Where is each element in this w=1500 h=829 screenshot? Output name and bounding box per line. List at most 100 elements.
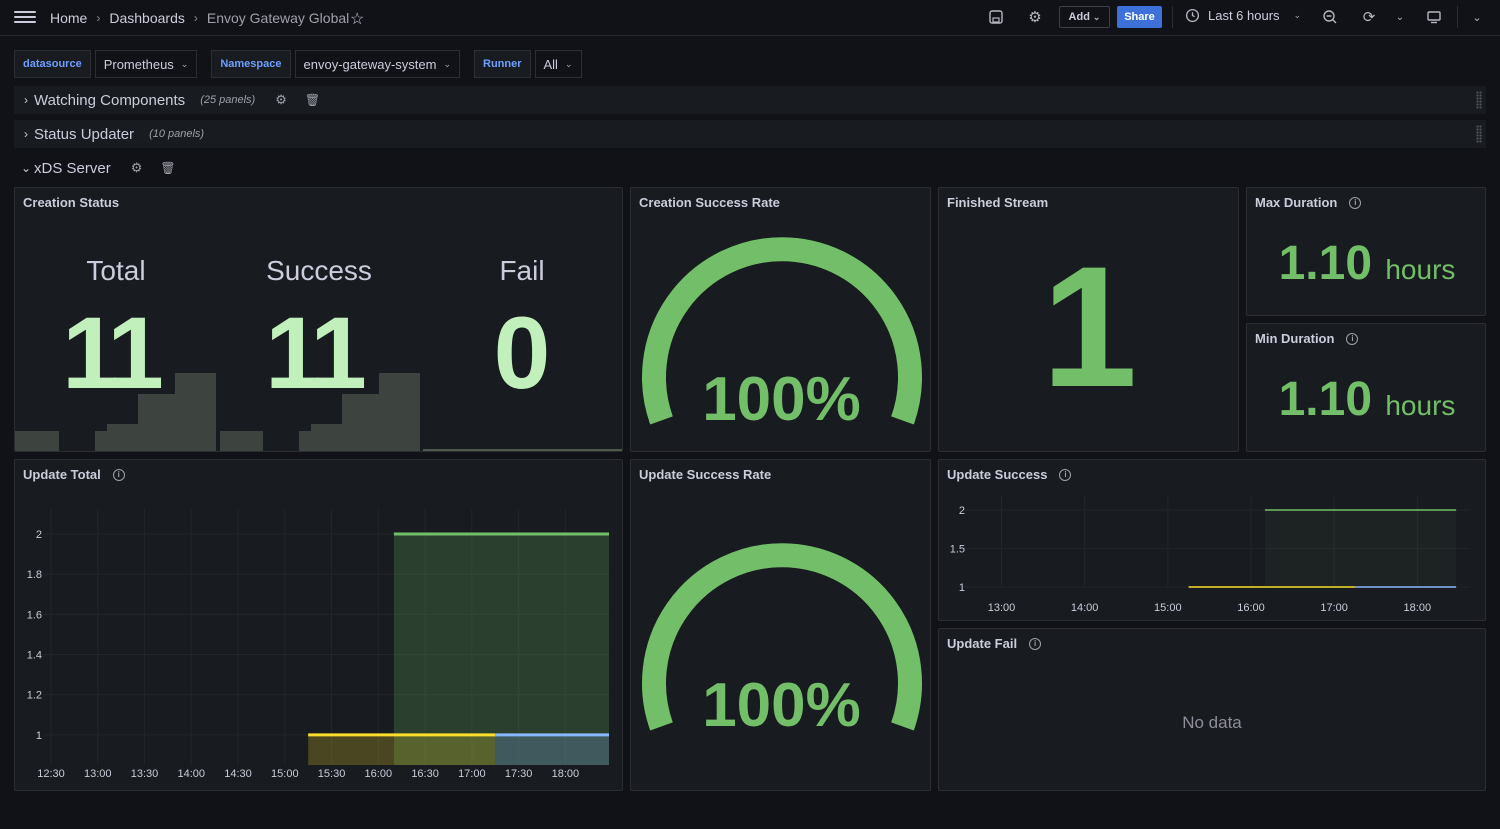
x-tick-label: 15:00	[271, 768, 299, 780]
x-tick-label: 17:30	[505, 768, 533, 780]
sparklines	[15, 373, 622, 451]
trash-icon[interactable]: 🗑	[160, 161, 176, 175]
gear-icon[interactable]: ⚙	[130, 160, 143, 175]
panel-update-fail[interactable]: Update Fail i No data	[938, 628, 1486, 791]
x-tick-label: 16:00	[365, 768, 393, 780]
panel-title-text: Creation Success Rate	[639, 195, 780, 210]
toolbar-divider	[1457, 6, 1458, 28]
chevron-right-icon: ›	[24, 93, 28, 107]
chevron-down-icon[interactable]: ⌄	[1472, 12, 1482, 24]
chevron-right-icon: ›	[193, 11, 198, 25]
no-data-message: No data	[1182, 713, 1242, 732]
x-tick-label: 12:30	[37, 768, 65, 780]
panel-title: Update Success i	[947, 467, 1072, 482]
panel-update-success[interactable]: Update Success i 13:00 14:00 15:00 16:00 17:0…	[938, 459, 1486, 621]
info-icon[interactable]: i	[112, 468, 125, 481]
stat-number: 1.10	[1278, 373, 1373, 426]
series-area	[495, 734, 609, 765]
row-panel-count: (25 panels)	[200, 94, 256, 106]
panel-title-text: Update Success Rate	[639, 467, 772, 482]
gear-icon[interactable]: ⚙	[1028, 9, 1042, 26]
gauge	[642, 543, 922, 731]
x-tick-label: 17:00	[1320, 602, 1348, 614]
gauge-value-arc	[642, 237, 922, 425]
x-tick-label: 18:00	[552, 768, 580, 780]
chevron-down-icon[interactable]: ⌄	[1395, 12, 1405, 23]
y-tick-label: 1	[959, 582, 965, 594]
tv-mode-icon[interactable]	[1425, 9, 1443, 27]
y-tick-label: 1.8	[27, 569, 42, 581]
trash-icon[interactable]: 🗑	[304, 93, 321, 107]
gear-icon[interactable]: ⚙	[275, 92, 287, 107]
refresh-icon[interactable]: ⟳	[1362, 9, 1376, 26]
variable-select-datasource[interactable]: Prometheus ⌄	[94, 50, 198, 78]
x-tick-label: 14:00	[178, 768, 206, 780]
stat-value: 1.10 hours	[1247, 236, 1485, 291]
info-icon[interactable]: i	[1059, 468, 1072, 481]
sparkline-success	[220, 431, 263, 451]
x-tick-label: 13:30	[131, 768, 159, 780]
row-panel-count: (10 panels)	[149, 128, 205, 140]
x-tick-label: 16:30	[411, 768, 439, 780]
panel-update-success-rate[interactable]: Update Success Rate 100%	[630, 459, 931, 791]
panel-title-text: Max Duration	[1255, 195, 1338, 210]
breadcrumb: Home › Dashboards › Envoy Gateway Global	[50, 10, 349, 26]
update-total-chart: 12:30 13:00 13:30 14:00 14:30 15:00 15:30 16:00…	[27, 509, 609, 780]
breadcrumb-home[interactable]: Home	[50, 10, 88, 26]
panel-title: Update Total i	[23, 467, 125, 482]
gauge	[642, 237, 922, 425]
panel-min-duration[interactable]: Min Duration i 1.10 hours	[1246, 323, 1486, 452]
save-icon[interactable]	[987, 9, 1005, 27]
panel-finished-stream[interactable]: Finished Stream 1	[938, 187, 1239, 452]
x-tick-label: 18:00	[1404, 602, 1432, 614]
variable-value: Prometheus	[103, 56, 174, 72]
variable-select-runner[interactable]: All ⌄	[534, 50, 582, 78]
y-tick-label: 1.4	[27, 650, 42, 662]
share-button[interactable]: Share	[1117, 6, 1162, 28]
row-status-updater[interactable]: › Status Updater (10 panels)	[14, 120, 1486, 148]
stat-value-fail: 0	[493, 296, 551, 410]
row-title: xDS Server	[34, 159, 111, 177]
stat-label-total: Total	[86, 255, 146, 286]
variable-value: envoy-gateway-system	[303, 56, 437, 72]
row-xds-server[interactable]: ⌄ xDS Server ⚙ 🗑	[14, 154, 1486, 182]
panel-max-duration[interactable]: Max Duration i 1.10 hours	[1246, 187, 1486, 316]
gauge-value: 100%	[702, 671, 861, 740]
drag-handle-icon[interactable]	[1476, 91, 1482, 109]
stat-label-fail: Fail	[499, 255, 545, 286]
breadcrumb-dashboards[interactable]: Dashboards	[109, 10, 185, 26]
top-navbar: Home › Dashboards › Envoy Gateway Global…	[0, 0, 1500, 36]
star-icon[interactable]: ☆	[350, 11, 365, 28]
panel-update-total[interactable]: Update Total i 12:30 13:00 13:30 14:00 14:30 1…	[14, 459, 623, 791]
chevron-down-icon: ⌄	[1293, 10, 1302, 20]
panel-title-text: Min Duration	[1255, 331, 1335, 346]
y-tick-label: 2	[36, 529, 42, 541]
panel-title-text: Finished Stream	[947, 195, 1049, 210]
y-tick-label: 1.5	[950, 544, 965, 556]
zoom-out-icon[interactable]	[1321, 9, 1339, 27]
stat-value-total: 11	[62, 296, 164, 410]
chevron-down-icon: ⌄	[180, 58, 189, 69]
variable-label-datasource: datasource	[14, 50, 91, 78]
x-tick-label: 14:30	[224, 768, 252, 780]
y-tick-label: 1	[36, 730, 42, 742]
variable-select-namespace[interactable]: envoy-gateway-system ⌄	[294, 50, 460, 78]
y-tick-label: 1.6	[27, 609, 42, 621]
row-title: Watching Components	[34, 91, 186, 109]
info-icon[interactable]: i	[1029, 637, 1042, 650]
panel-title: Creation Status	[23, 195, 119, 210]
panel-creation-status[interactable]: Creation Status Total 11 Success 11 Fail…	[14, 187, 623, 452]
panel-title-text: Creation Status	[23, 195, 120, 210]
row-watching-components[interactable]: › Watching Components (25 panels) ⚙ 🗑	[14, 86, 1486, 114]
add-button[interactable]: Add ⌄	[1059, 6, 1110, 28]
menu-icon[interactable]	[14, 8, 36, 28]
info-icon[interactable]: i	[1346, 332, 1359, 345]
chevron-down-icon: ⌄	[443, 58, 451, 69]
stat-unit: hours	[1385, 254, 1456, 285]
time-range-picker[interactable]: Last 6 hours ⌄	[1185, 8, 1301, 23]
sparkline-total	[95, 373, 216, 451]
drag-handle-icon[interactable]	[1476, 125, 1482, 143]
info-icon[interactable]: i	[1349, 196, 1362, 209]
panel-creation-success-rate[interactable]: Creation Success Rate 100%	[630, 187, 931, 452]
stat-number: 1.10	[1278, 237, 1373, 290]
